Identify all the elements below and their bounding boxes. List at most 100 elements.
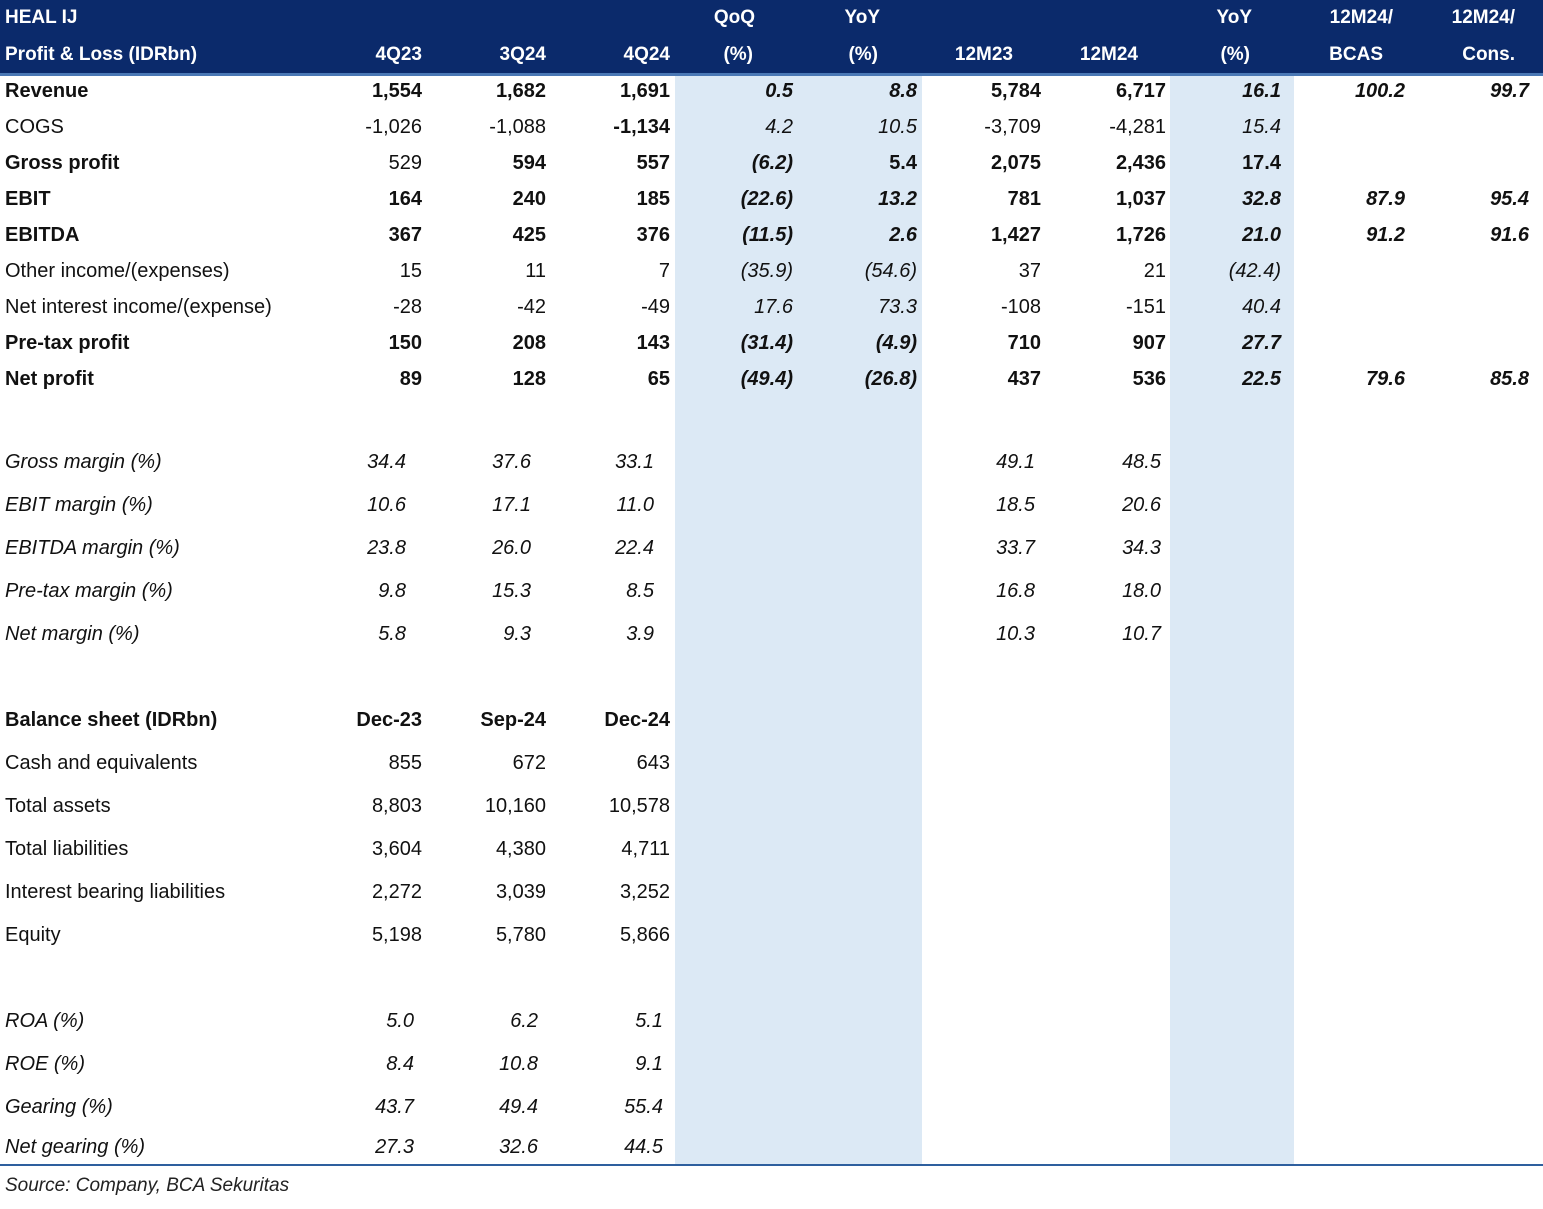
- header-12m23: 12M23: [954, 44, 1013, 65]
- header-3q24: 3Q24: [499, 44, 546, 65]
- table-cell: 11: [525, 260, 546, 282]
- table-cell: 7: [658, 260, 670, 282]
- table-cell: 100.2: [1354, 80, 1405, 102]
- table-cell: 32.8: [1242, 188, 1281, 210]
- table-cell: (35.9): [740, 260, 793, 282]
- table-cell: 15.4: [1242, 116, 1281, 138]
- table-cell: 5,780: [495, 924, 546, 946]
- table-cell: 23.8: [367, 537, 406, 559]
- table-cell: 10.3: [996, 623, 1035, 645]
- header-dec-23: Dec-23: [356, 709, 422, 731]
- row-label: Equity: [5, 924, 61, 946]
- row-label: Total assets: [5, 795, 111, 817]
- table-cell: (49.4): [740, 368, 793, 390]
- header-divider: [0, 73, 1543, 76]
- table-cell: 85.8: [1490, 368, 1529, 390]
- header-yoy-annual-unit: (%): [1220, 44, 1250, 65]
- row-label: EBIT margin (%): [5, 494, 153, 516]
- table-cell: 11.0: [616, 494, 654, 516]
- table-cell: 907: [1132, 332, 1166, 354]
- table-cell: 27.7: [1242, 332, 1281, 354]
- header-4q23: 4Q23: [375, 44, 422, 65]
- table-cell: 16.8: [996, 580, 1035, 602]
- table-cell: 3,604: [371, 838, 422, 860]
- table-cell: 557: [636, 152, 670, 174]
- row-label: ROE (%): [5, 1053, 85, 1075]
- table-cell: -49: [641, 296, 670, 318]
- pl-row: Other income/(expenses) 15 11 7 (35.9) (54.6)…: [0, 260, 1543, 296]
- table-cell: 437: [1007, 368, 1041, 390]
- table-cell: 15: [399, 260, 422, 282]
- table-cell: 99.7: [1490, 80, 1529, 102]
- table-cell: 240: [512, 188, 546, 210]
- table-cell: 10.6: [367, 494, 406, 516]
- header-bcas: 12M24/: [1329, 7, 1393, 28]
- table-cell: 18.0: [1122, 580, 1161, 602]
- row-label: Gearing (%): [5, 1096, 113, 1118]
- header-bcas-2: BCAS: [1329, 44, 1383, 65]
- table-cell: 95.4: [1490, 188, 1529, 210]
- table-cell: 6,717: [1115, 80, 1166, 102]
- table-cell: 21.0: [1242, 224, 1281, 246]
- table-cell: 18.5: [996, 494, 1035, 516]
- table-cell: 1,037: [1115, 188, 1166, 210]
- table-cell: 10.7: [1122, 623, 1161, 645]
- table-header: [0, 0, 1543, 73]
- table-cell: 65: [647, 368, 670, 390]
- row-label: COGS: [5, 116, 64, 138]
- table-cell: 5.0: [386, 1010, 414, 1032]
- table-cell: 49.1: [996, 451, 1035, 473]
- table-cell: 855: [388, 752, 422, 774]
- table-cell: -28: [393, 296, 422, 318]
- table-cell: 91.2: [1366, 224, 1405, 246]
- table-cell: 5.1: [635, 1010, 663, 1032]
- table-title: Profit & Loss (IDRbn): [5, 44, 198, 65]
- row-label: Net margin (%): [5, 623, 140, 645]
- table-cell: (6.2): [751, 152, 793, 174]
- table-cell: -1,026: [365, 116, 422, 138]
- table-cell: 8.4: [386, 1053, 414, 1075]
- row-label: Net gearing (%): [5, 1136, 146, 1158]
- table-cell: 425: [512, 224, 546, 246]
- table-cell: 4,711: [621, 838, 670, 860]
- table-cell: 27.3: [375, 1136, 414, 1158]
- pl-row: Pre-tax profit 150 208 143 (31.4) (4.9) 710 907…: [0, 332, 1543, 368]
- table-cell: 150: [388, 332, 422, 354]
- table-cell: (4.9): [875, 332, 917, 354]
- header-yoy: YoY: [844, 7, 880, 28]
- table-cell: 17.6: [754, 296, 793, 318]
- table-cell: 781: [1007, 188, 1041, 210]
- table-cell: (31.4): [740, 332, 793, 354]
- table-cell: 10,578: [608, 795, 670, 817]
- row-label: Other income/(expenses): [5, 260, 230, 282]
- header-12m24: 12M24: [1079, 44, 1138, 65]
- source-note: Source: Company, BCA Sekuritas: [5, 1175, 290, 1196]
- row-label: Pre-tax profit: [5, 332, 130, 354]
- table-cell: -3,709: [984, 116, 1041, 138]
- pl-row: Gross profit 529 594 557 (6.2) 5.4 2,075 2,436 1…: [0, 152, 1543, 188]
- header-row-2: Profit & Loss (IDRbn) 4Q23 3Q24 4Q24 (%)…: [0, 37, 1543, 73]
- table-cell: 17.1: [492, 494, 531, 516]
- table-cell: 17.4: [1242, 152, 1281, 174]
- table-cell: -1,088: [489, 116, 546, 138]
- table-cell: 48.5: [1122, 451, 1161, 473]
- table-cell: 34.3: [1122, 537, 1161, 559]
- table-cell: 9.3: [503, 623, 531, 645]
- table-cell: 3,039: [495, 881, 546, 903]
- table-cell: 73.3: [878, 296, 917, 318]
- table-cell: 4.2: [765, 116, 793, 138]
- shaded-column-qoq-yoy: [675, 0, 922, 1164]
- pl-row: Net interest income/(expense) -28 -42 -49 17…: [0, 296, 1543, 332]
- table-cell: 22.5: [1242, 368, 1281, 390]
- table-cell: 367: [388, 224, 422, 246]
- table-cell: 1,682: [495, 80, 546, 102]
- row-label: EBIT: [5, 188, 51, 210]
- table-cell: 10.5: [878, 116, 917, 138]
- table-cell: 536: [1132, 368, 1166, 390]
- table-cell: (11.5): [742, 224, 793, 246]
- table-cell: 594: [512, 152, 546, 174]
- table-cell: 1,726: [1115, 224, 1166, 246]
- table-cell: (54.6): [864, 260, 917, 282]
- table-cell: (26.8): [864, 368, 917, 390]
